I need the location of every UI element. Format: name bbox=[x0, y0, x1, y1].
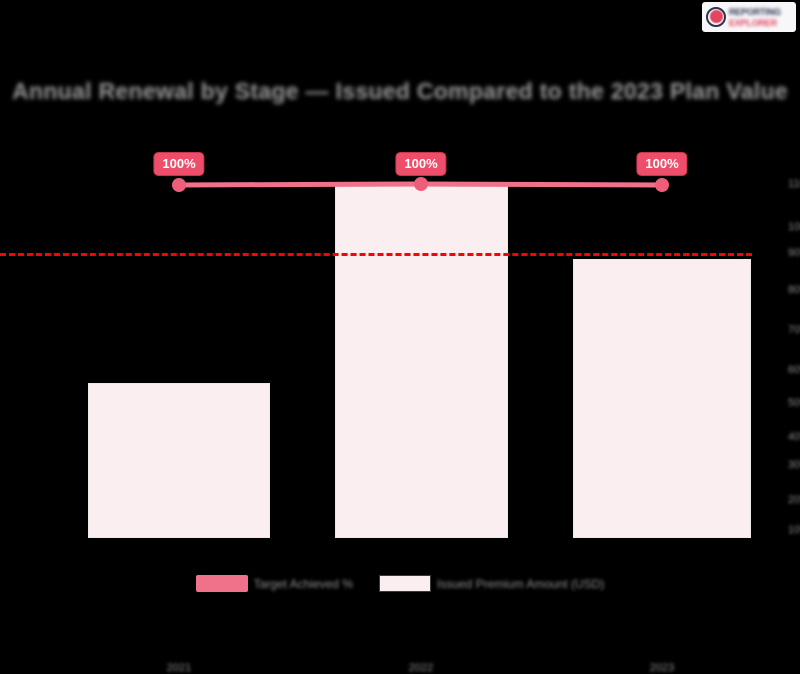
legend-item-0[interactable]: Target Achieved % bbox=[195, 575, 353, 592]
brand-logo-line1: REPORTING bbox=[729, 6, 781, 17]
legend-swatch-bar bbox=[379, 575, 431, 592]
legend-label: Issued Premium Amount (USD) bbox=[437, 576, 605, 591]
y-right-tick: 70% bbox=[788, 324, 800, 336]
data-label-2022: 100% bbox=[395, 152, 447, 176]
chart-legend: Target Achieved % Issued Premium Amount (… bbox=[0, 575, 800, 592]
bar-2021[interactable] bbox=[88, 383, 270, 538]
data-label-2023: 100% bbox=[636, 152, 688, 176]
y-right-tick: 60% bbox=[788, 364, 800, 376]
y-right-tick: 30% bbox=[788, 459, 800, 471]
bar-2022[interactable] bbox=[335, 186, 508, 538]
y-right-tick: 20% bbox=[788, 494, 800, 506]
y-right-tick: 40% bbox=[788, 431, 800, 443]
plot-area: 12M10M9M7M6M4M3M1M 110%100%90%80%70%60%5… bbox=[0, 120, 800, 674]
chart-title: Annual Renewal by Stage — Issued Compare… bbox=[12, 78, 788, 104]
brand-logo-line2: EXPLORER bbox=[729, 17, 777, 28]
line-marker-2023[interactable] bbox=[655, 178, 669, 192]
line-marker-2021[interactable] bbox=[172, 178, 186, 192]
x-axis-label-2021: 2021 bbox=[166, 662, 192, 674]
legend-swatch-line bbox=[195, 575, 248, 592]
plan-value-reference-line bbox=[0, 253, 752, 256]
x-axis-label-2023: 2023 bbox=[649, 662, 675, 674]
y-right-tick: 100% bbox=[788, 221, 800, 233]
y-right-tick: 90% bbox=[788, 247, 800, 259]
bar-2023[interactable] bbox=[573, 259, 751, 538]
circle-target-icon bbox=[705, 6, 727, 28]
brand-logo: REPORTING EXPLORER bbox=[702, 2, 796, 32]
data-label-2021: 100% bbox=[153, 152, 205, 176]
brand-logo-text: REPORTING EXPLORER bbox=[729, 7, 793, 28]
y-right-tick: 10% bbox=[788, 524, 800, 536]
line-marker-2022[interactable] bbox=[414, 177, 428, 191]
y-right-tick: 110% bbox=[788, 178, 800, 190]
legend-label: Target Achieved % bbox=[253, 576, 353, 591]
x-axis-label-2022: 2022 bbox=[408, 662, 434, 674]
y-right-tick: 50% bbox=[788, 397, 800, 409]
legend-item-1[interactable]: Issued Premium Amount (USD) bbox=[379, 575, 604, 592]
line-series bbox=[172, 177, 669, 192]
y-right-tick: 80% bbox=[788, 284, 800, 296]
